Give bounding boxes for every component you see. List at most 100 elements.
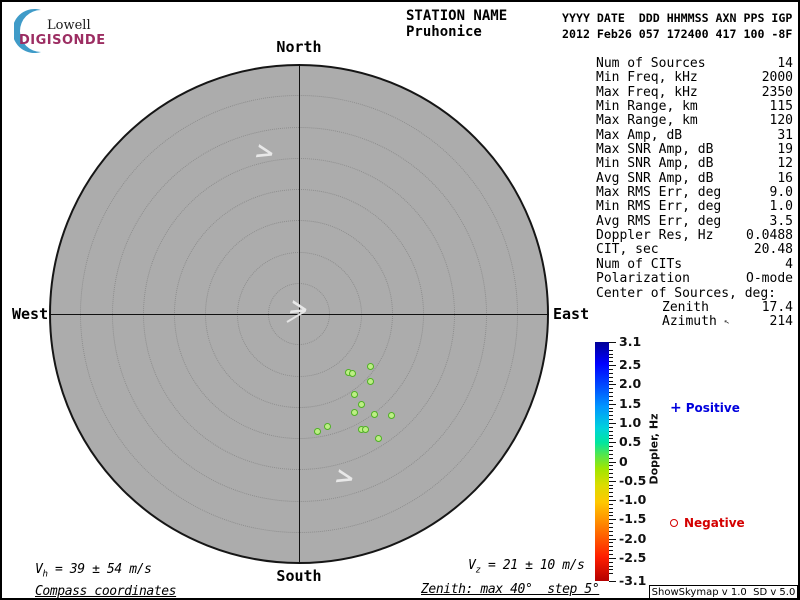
- colorbar-minor-tick: [609, 465, 613, 466]
- param-row: Max Freq, kHz 2350: [596, 85, 793, 100]
- colorbar-minor-tick: [609, 354, 613, 355]
- station-name-label: STATION NAME: [406, 8, 508, 24]
- param-value: 115: [769, 99, 793, 115]
- colorbar-major-tick: [609, 500, 616, 501]
- compass-label-east: East: [553, 305, 590, 323]
- param-label: Min RMS Err, deg: [596, 199, 722, 215]
- param-label: Avg SNR Amp, dB: [596, 170, 714, 186]
- negative-legend: Negative: [670, 516, 745, 530]
- colorbar-minor-tick: [609, 458, 613, 459]
- param-label: Zenith: [662, 299, 709, 315]
- station-name-value: Pruhonice: [406, 23, 482, 40]
- param-value: 16: [777, 170, 793, 186]
- colorbar-tick-label: -1.5: [619, 511, 647, 527]
- colorbar-minor-tick: [609, 450, 613, 451]
- compass-label-south: South: [276, 567, 322, 585]
- colorbar-minor-tick: [609, 415, 613, 416]
- colorbar-tick-label: 0: [619, 454, 628, 470]
- source-point: [367, 363, 374, 370]
- colorbar-minor-tick: [609, 438, 613, 439]
- param-label: Azimuth: [662, 314, 717, 330]
- colorbar-minor-tick: [609, 400, 613, 401]
- crescent-icon: [14, 9, 41, 53]
- version-label: ShowSkymap v 1.0 SD v 5.0: [649, 585, 798, 598]
- param-label: CIT, sec: [596, 242, 659, 258]
- colorbar-major-tick: [609, 442, 616, 443]
- logo-text-digisonde: DIGISONDE: [19, 33, 106, 48]
- param-row: Num of CITs 4: [596, 256, 793, 272]
- colorbar-major-tick: [609, 558, 616, 559]
- param-value: 14: [777, 56, 793, 71]
- colorbar-minor-tick: [609, 504, 613, 505]
- param-row: Min RMS Err, deg 1.0: [596, 199, 793, 215]
- colorbar-tick-label: 0.5: [619, 434, 642, 450]
- colorbar-minor-tick: [609, 408, 613, 409]
- colorbar-minor-tick: [609, 361, 613, 362]
- colorbar-tick-label: 3.1: [619, 334, 642, 350]
- colorbar-minor-tick: [609, 435, 613, 436]
- colorbar-minor-tick: [609, 396, 613, 397]
- colorbar-minor-tick: [609, 369, 613, 370]
- param-label: Center of Sources, deg:: [596, 285, 777, 301]
- colorbar-tick-label: 1.5: [619, 396, 642, 412]
- lowell-digisonde-logo: Lowell DIGISONDE: [14, 7, 124, 53]
- colorbar-minor-tick: [609, 427, 613, 428]
- positive-legend: + Positive: [670, 400, 740, 416]
- colorbar-minor-tick: [609, 550, 613, 551]
- colorbar-tick-label: -0.5: [619, 473, 647, 489]
- colorbar-minor-tick: [609, 554, 613, 555]
- vertical-velocity-readout: Vz = 21 ± 10 m/s: [468, 558, 585, 576]
- param-value: 20.48: [753, 242, 793, 258]
- source-point: [362, 426, 369, 433]
- colorbar-major-tick: [609, 481, 616, 482]
- param-row: Avg SNR Amp, dB 16: [596, 170, 793, 186]
- param-row: Azimuth ↖ 214: [596, 314, 793, 330]
- param-label: Max RMS Err, deg: [596, 185, 722, 201]
- param-row: Doppler Res, Hz 0.0488: [596, 228, 793, 244]
- param-label: Num of Sources: [596, 56, 706, 71]
- colorbar-tick-label: 2.0: [619, 376, 642, 392]
- colorbar-minor-tick: [609, 546, 613, 547]
- colorbar-minor-tick: [609, 357, 613, 358]
- param-value: 9.0: [769, 185, 793, 201]
- colorbar-minor-tick: [609, 512, 613, 513]
- colorbar-minor-tick: [609, 485, 613, 486]
- param-row: CIT, sec 20.48: [596, 242, 793, 258]
- param-value: 1.0: [769, 199, 793, 215]
- colorbar-tick-label: -3.1: [619, 573, 647, 589]
- param-row: Max RMS Err, deg 9.0: [596, 185, 793, 201]
- param-row: Zenith 17.4: [596, 299, 793, 315]
- compass-label-north: North: [276, 38, 322, 56]
- param-value: 4: [785, 256, 793, 272]
- param-label: Max SNR Amp, dB: [596, 142, 714, 158]
- colorbar-major-tick: [609, 404, 616, 405]
- colorbar-minor-tick: [609, 373, 613, 374]
- header-fields: YYYY DATE DDD HHMMSS AXN PPS IGP: [562, 11, 793, 25]
- param-label: Num of CITs: [596, 256, 683, 272]
- header-values: 2012 Feb26 057 172400 417 100 -8F: [562, 26, 793, 41]
- colorbar-major-tick: [609, 462, 616, 463]
- source-point: [324, 423, 331, 430]
- source-point: [314, 428, 321, 435]
- colorbar-minor-tick: [609, 392, 613, 393]
- param-value: 17.4: [761, 299, 793, 315]
- param-row: Avg RMS Err, deg 3.5: [596, 214, 793, 229]
- colorbar-minor-tick: [609, 381, 613, 382]
- param-label: Doppler Res, Hz: [596, 228, 714, 244]
- doppler-axis-label: Doppler, Hz: [647, 413, 661, 485]
- param-row: Min Freq, kHz 2000: [596, 70, 793, 86]
- param-value: 31: [777, 127, 793, 143]
- zenith-range-label: Zenith: max 40° step 5°: [421, 582, 600, 597]
- param-label: Max Range, km: [596, 113, 698, 129]
- source-point: [351, 391, 358, 398]
- colorbar-minor-tick: [609, 569, 613, 570]
- colorbar-minor-tick: [609, 377, 613, 378]
- param-label: Polarization: [596, 271, 690, 287]
- param-row: Max Amp, dB 31: [596, 127, 793, 143]
- colorbar-minor-tick: [609, 535, 613, 536]
- colorbar-minor-tick: [609, 508, 613, 509]
- param-value: 214: [769, 314, 793, 330]
- colorbar-minor-tick: [609, 566, 613, 567]
- param-label: Min Freq, kHz: [596, 70, 698, 86]
- colorbar-minor-tick: [609, 562, 613, 563]
